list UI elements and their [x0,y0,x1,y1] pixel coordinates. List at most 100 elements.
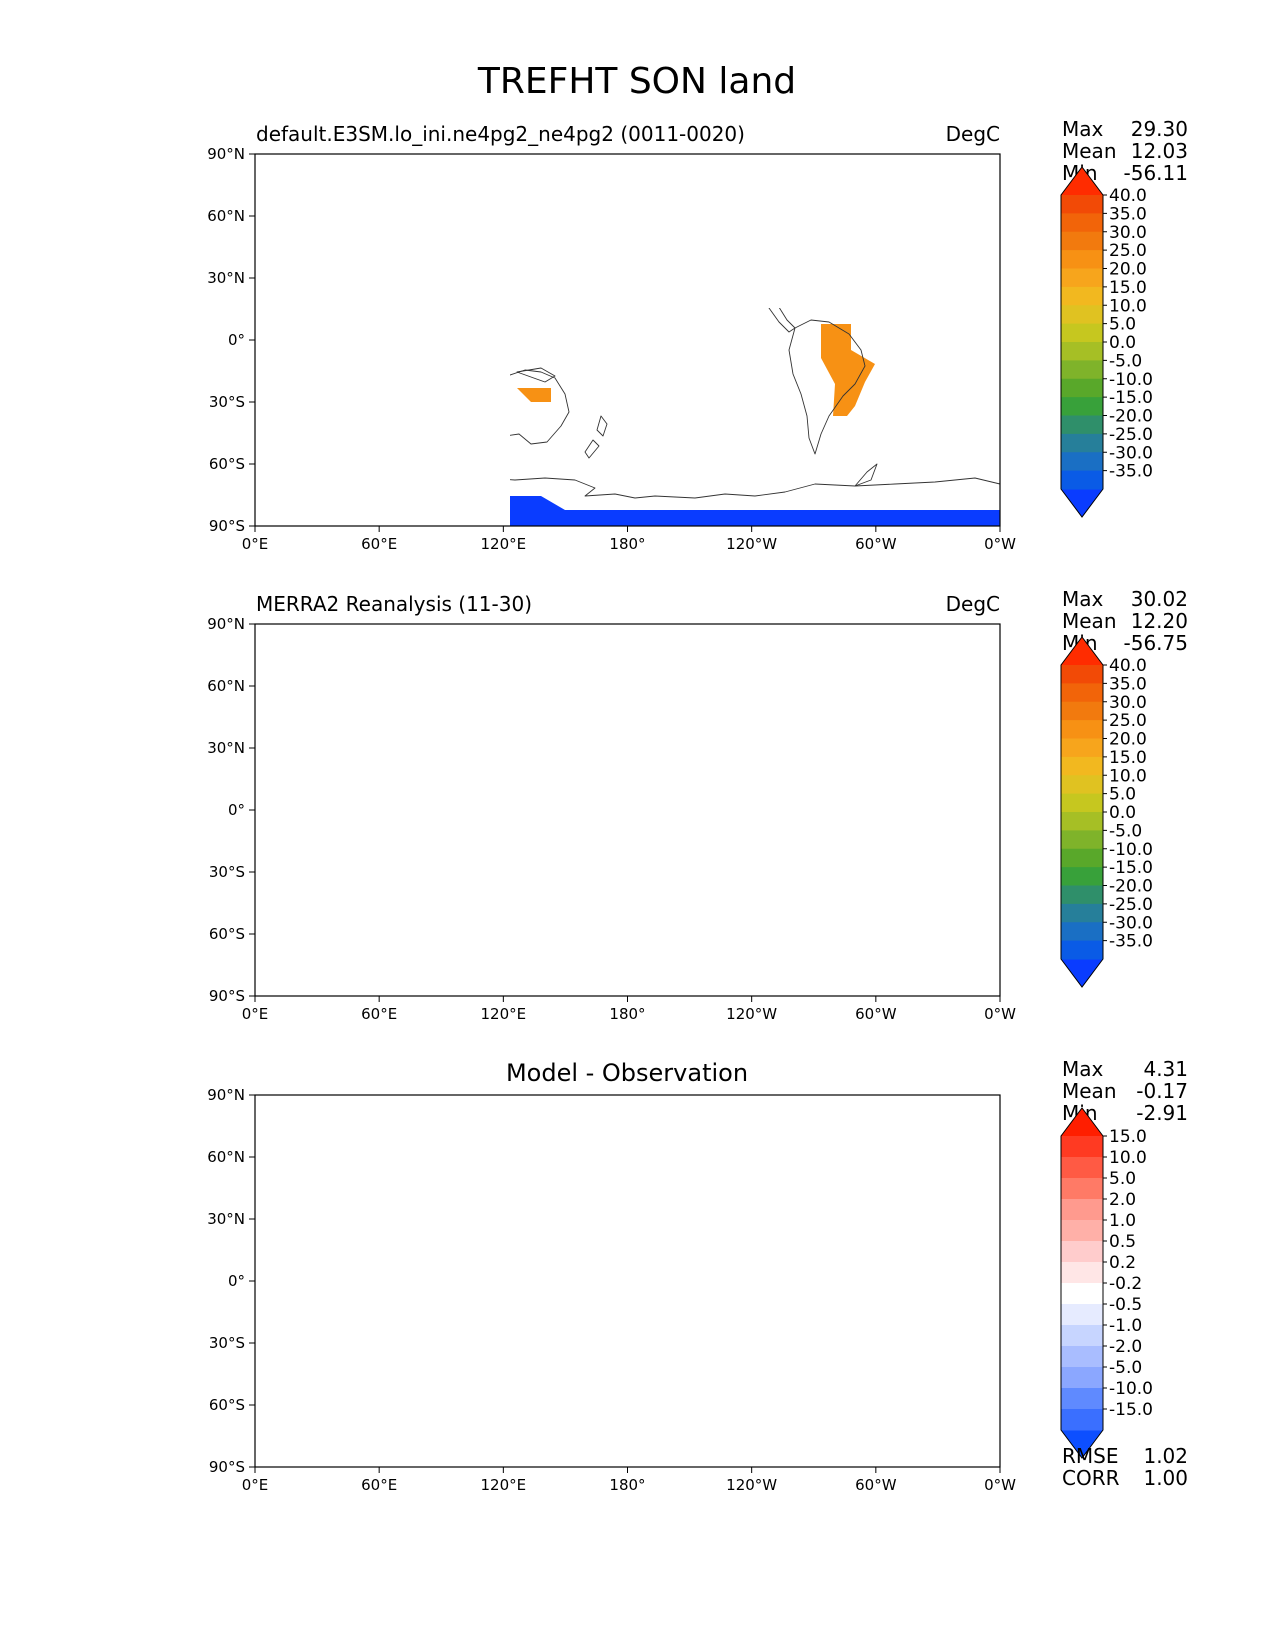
colorbar-tick-label: -25.0 [1109,425,1153,445]
colorbar-segment [1061,683,1103,703]
colorbar-tick-label: 2.0 [1109,1190,1136,1210]
colorbar-segment [1061,231,1103,251]
x-tick-label: 120°E [481,1005,527,1023]
stat-mean-label: Mean [1062,1079,1117,1103]
panel-ref-units: DegC [946,592,1000,616]
stat-mean-label: Mean [1062,609,1117,633]
panel-diff-stats: Max 4.31 Mean -0.17 Min -2.91 [1062,1057,1188,1125]
y-tick-label: 90°N [207,1086,245,1104]
colorbar-segment [1061,342,1103,361]
panel-ref: MERRA2 Reanalysis (11-30) DegC 0°E 60°E 12… [207,587,1188,1023]
colorbar-segment [1061,701,1103,721]
colorbar-segment [1061,720,1103,739]
colorbar-segment [1061,885,1103,905]
colorbar-segment [1061,452,1103,472]
colorbar-segment [1061,1325,1103,1347]
colorbar-tick-label: -2.0 [1109,1337,1142,1357]
colorbar-segment [1061,323,1103,343]
colorbar-outline [1060,166,1104,518]
panel-diff-title: Model - Observation [506,1059,748,1087]
panel-ref-title: MERRA2 Reanalysis (11-30) [256,592,532,616]
colorbar-extension-bottom [1061,959,1103,987]
colorbar-extension-top [1061,1108,1103,1136]
stat-mean-value: 12.03 [1131,139,1188,163]
x-tick-label: 60°E [361,1005,397,1023]
colorbar-tick-label: 15.0 [1109,278,1147,298]
x-tick-label: 0°E [242,1005,269,1023]
colorbar-tick-label: -35.0 [1109,462,1153,482]
colorbar-segment [1061,867,1103,886]
colorbar-tick-label: -20.0 [1109,407,1153,427]
x-tick-label: 0°W [984,535,1016,553]
colorbar-segment [1061,1157,1103,1179]
colorbar-tick-label: -20.0 [1109,877,1153,897]
panel-diff-colorbar: 15.010.05.02.01.00.50.2-0.2-0.5-1.0-2.0-… [1060,1107,1153,1459]
colorbar-tick-label: 10.0 [1109,766,1147,786]
panel-test-colorbar: 40.035.030.025.020.015.010.05.00.0-5.0-1… [1060,166,1153,518]
colorbar-segment [1061,250,1103,269]
y-tick-label: 60°N [207,1148,245,1166]
x-tick-label: 60°W [855,535,897,553]
x-tick-label: 0°E [242,535,269,553]
colorbar-tick-label: 10.0 [1109,1148,1147,1168]
colorbar-tick-label: -15.0 [1109,858,1153,878]
y-tick-label: 60°S [209,455,245,473]
colorbar-segment [1061,756,1103,776]
x-tick-label: 120°E [481,535,527,553]
colorbar-tick-label: 5.0 [1109,1169,1136,1189]
colorbar-segment [1061,922,1103,942]
colorbar-tick-label: -30.0 [1109,443,1153,463]
colorbar-tick-label: -5.0 [1109,1358,1142,1378]
colorbar-tick-label: 30.0 [1109,693,1147,713]
y-tick-label: 30°N [207,739,245,757]
colorbar-tick-label: 1.0 [1109,1211,1136,1231]
panel-ref-stats: Max 30.02 Mean 12.20 Min -56.75 [1062,587,1188,655]
y-tick-label: 90°N [207,615,245,633]
stat-min-value: -2.91 [1136,1101,1188,1125]
colorbar-segment [1061,415,1103,435]
colorbar-tick-label: 25.0 [1109,711,1147,731]
colorbar-tick-label: 35.0 [1109,204,1147,224]
x-tick-label: 60°E [361,1476,397,1494]
colorbar-tick-label: -0.5 [1109,1295,1142,1315]
colorbar-segment [1061,1199,1103,1221]
colorbar-tick-label: 20.0 [1109,260,1147,280]
y-tick-label: 90°S [209,517,245,535]
x-tick-label: 120°W [726,1005,777,1023]
y-tick-label: 60°N [207,207,245,225]
stat-corr-label: CORR [1062,1466,1120,1490]
colorbar-segment [1061,1241,1103,1263]
colorbar-tick-label: -0.2 [1109,1274,1142,1294]
colorbar-extension-top [1061,637,1103,665]
colorbar-segment [1061,812,1103,831]
stat-max-label: Max [1062,587,1104,611]
stat-max-value: 30.02 [1131,587,1188,611]
y-tick-label: 60°S [209,925,245,943]
colorbar-segment [1061,1346,1103,1368]
panel-ref-frame [254,623,1001,997]
colorbar-segment [1061,1283,1103,1305]
panel-diff: Model - Observation 0°E 60°E 120°E 180° 120°… [207,1057,1188,1494]
colorbar-tick-label: -15.0 [1109,388,1153,408]
colorbar-segment [1061,665,1103,684]
colorbar-tick-label: -25.0 [1109,895,1153,915]
colorbar-tick-label: -10.0 [1109,840,1153,860]
panel-test-frame [254,153,1001,527]
y-tick-label: 60°S [209,1396,245,1414]
panel-test: default.E3SM.lo_ini.ne4pg2_ne4pg2 (0011-… [207,117,1188,553]
colorbar-segment [1061,397,1103,416]
y-tick-label: 60°N [207,677,245,695]
y-tick-label: 90°S [209,1458,245,1476]
panel-test-title: default.E3SM.lo_ini.ne4pg2_ne4pg2 (0011-… [256,122,745,146]
colorbar-extension-bottom [1061,1430,1103,1458]
panel-test-map [510,308,1001,526]
colorbar-segment [1061,1367,1103,1389]
stat-corr-value: 1.00 [1143,1466,1188,1490]
colorbar-tick-label: -10.0 [1109,1379,1153,1399]
y-tick-label: 30°N [207,1210,245,1228]
colorbar-tick-label: 5.0 [1109,785,1136,805]
colorbar-tick-label: 0.2 [1109,1253,1136,1273]
y-tick-label: 0° [228,801,245,819]
colorbar-tick-label: -15.0 [1109,1400,1153,1420]
panel-ref-map [255,642,1000,996]
